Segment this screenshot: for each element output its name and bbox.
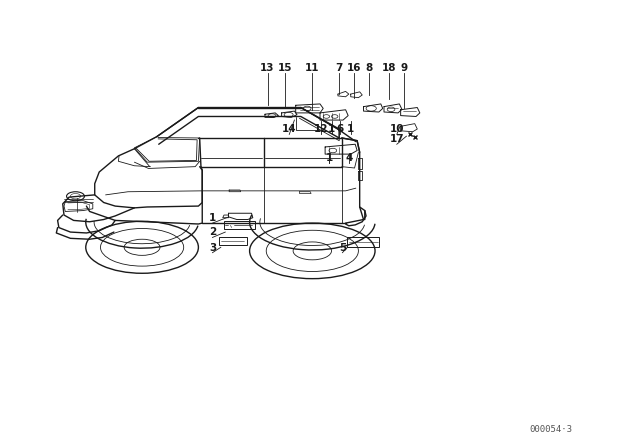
Bar [219,237,247,245]
Text: 13: 13 [260,63,275,73]
Text: 9: 9 [401,63,408,73]
Text: 8: 8 [365,63,372,73]
Text: 18: 18 [382,63,396,73]
Text: 12: 12 [314,125,328,134]
Text: 17: 17 [390,134,404,144]
Text: 15: 15 [278,63,292,73]
Text: 1: 1 [347,125,355,134]
Text: 1: 1 [325,153,333,163]
Text: 2: 2 [209,228,216,237]
Text: 6: 6 [337,125,344,134]
Text: 11: 11 [305,63,319,73]
Text: 16: 16 [347,63,361,73]
Text: 7: 7 [335,63,343,73]
Text: 3: 3 [209,243,216,253]
Text: 5: 5 [339,243,346,253]
Text: 000054·3: 000054·3 [530,425,573,434]
Text: 14: 14 [282,125,296,134]
Text: 4: 4 [345,153,353,163]
Bar [224,221,255,229]
Text: 10: 10 [390,125,404,134]
Text: 1: 1 [328,125,335,134]
Text: 1: 1 [209,213,216,223]
Bar [347,237,379,247]
Ellipse shape [67,192,84,201]
